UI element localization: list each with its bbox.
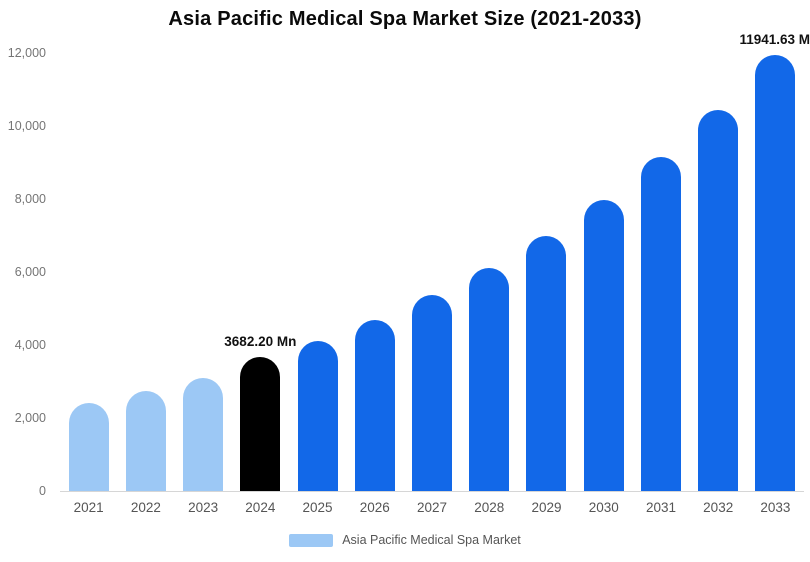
bar-slot: [575, 53, 632, 491]
bar-slot: [403, 53, 460, 491]
y-tick-label: 8,000: [14, 192, 46, 207]
bar-slot: [518, 53, 575, 491]
bar-2033[interactable]: [755, 55, 796, 491]
bar-slot: [461, 53, 518, 491]
bar-slot: [117, 53, 174, 491]
bar-slot: [174, 53, 231, 491]
chart-title: Asia Pacific Medical Spa Market Size (20…: [168, 8, 642, 30]
x-tick-label: 2029: [531, 500, 562, 515]
y-tick-label: 0: [39, 484, 46, 498]
bar-slot: 3682.20 Mn: [224, 53, 296, 491]
bar-slot: [289, 53, 346, 491]
legend-label[interactable]: Asia Pacific Medical Spa Market: [342, 533, 521, 547]
bar-2021[interactable]: [68, 403, 109, 491]
bar-2028[interactable]: [469, 267, 510, 491]
data-label: 11941.63 M: [739, 32, 810, 48]
x-tick-label: 2023: [188, 500, 219, 515]
x-tick-label: 2028: [474, 500, 505, 515]
bar-2025[interactable]: [297, 340, 338, 491]
y-axis: 0 2,000 4,000 6,000 8,000 10,000 12,000: [0, 46, 52, 498]
bar-2023[interactable]: [183, 377, 224, 491]
x-tick-label: 2024: [245, 500, 276, 515]
y-tick-label: 12,000: [7, 46, 46, 60]
y-tick-label: 2,000: [14, 411, 46, 426]
x-tick-label: 2027: [417, 500, 448, 515]
bar-slot: [60, 53, 117, 491]
bar-2026[interactable]: [354, 319, 395, 491]
x-tick-label: 2021: [73, 500, 104, 515]
y-tick-label: 10,000: [7, 119, 46, 133]
plot-area: 3682.20 Mn 11941.63 M: [60, 32, 810, 492]
bar-2030[interactable]: [583, 199, 624, 491]
x-tick-label: 2022: [130, 500, 161, 515]
x-tick-label: 2026: [359, 500, 390, 515]
bar-2031[interactable]: [640, 157, 681, 491]
x-tick-label: 2030: [588, 500, 619, 515]
x-axis: 2021 2022 2023 2024 2025 2026 2027 2028 2029 2030…: [60, 500, 804, 515]
bar-2032[interactable]: [698, 109, 739, 491]
bar-2024[interactable]: [240, 356, 281, 491]
x-tick-label: 2025: [302, 500, 333, 515]
x-tick-label: 2032: [703, 500, 734, 515]
bar-2027[interactable]: [412, 295, 453, 491]
bar-2022[interactable]: [125, 391, 166, 491]
bar-2029[interactable]: [526, 235, 567, 491]
y-tick-label: 4,000: [14, 338, 46, 353]
x-tick-label: 2033: [760, 500, 791, 515]
x-tick-label: 2031: [645, 500, 676, 515]
legend-swatch[interactable]: [289, 533, 334, 547]
bar-slot: [690, 53, 747, 491]
data-label: 3682.20 Mn: [224, 333, 297, 349]
bar-slot: [632, 53, 689, 491]
y-tick-label: 6,000: [14, 265, 46, 279]
legend[interactable]: Asia Pacific Medical Spa Market: [0, 533, 810, 547]
bar-slot: [346, 53, 403, 491]
bar-slot: 11941.63 M: [739, 32, 810, 491]
